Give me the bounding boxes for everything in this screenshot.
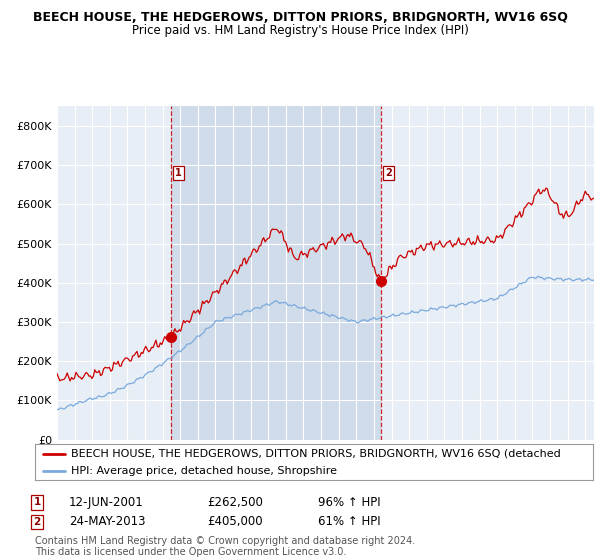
Text: 2: 2 — [34, 517, 41, 527]
Text: BEECH HOUSE, THE HEDGEROWS, DITTON PRIORS, BRIDGNORTH, WV16 6SQ (detached: BEECH HOUSE, THE HEDGEROWS, DITTON PRIOR… — [71, 449, 561, 459]
Text: HPI: Average price, detached house, Shropshire: HPI: Average price, detached house, Shro… — [71, 466, 337, 475]
Text: £262,500: £262,500 — [207, 496, 263, 509]
Text: 1: 1 — [34, 497, 41, 507]
Text: Contains HM Land Registry data © Crown copyright and database right 2024.
This d: Contains HM Land Registry data © Crown c… — [35, 535, 415, 557]
Text: £405,000: £405,000 — [207, 515, 263, 529]
Text: 61% ↑ HPI: 61% ↑ HPI — [318, 515, 380, 529]
Text: Price paid vs. HM Land Registry's House Price Index (HPI): Price paid vs. HM Land Registry's House … — [131, 24, 469, 36]
Text: 2: 2 — [385, 168, 392, 178]
Text: 24-MAY-2013: 24-MAY-2013 — [69, 515, 146, 529]
Text: 1: 1 — [175, 168, 182, 178]
Text: 12-JUN-2001: 12-JUN-2001 — [69, 496, 144, 509]
Text: 96% ↑ HPI: 96% ↑ HPI — [318, 496, 380, 509]
Text: BEECH HOUSE, THE HEDGEROWS, DITTON PRIORS, BRIDGNORTH, WV16 6SQ: BEECH HOUSE, THE HEDGEROWS, DITTON PRIOR… — [32, 11, 568, 24]
Bar — [170, 106, 380, 440]
